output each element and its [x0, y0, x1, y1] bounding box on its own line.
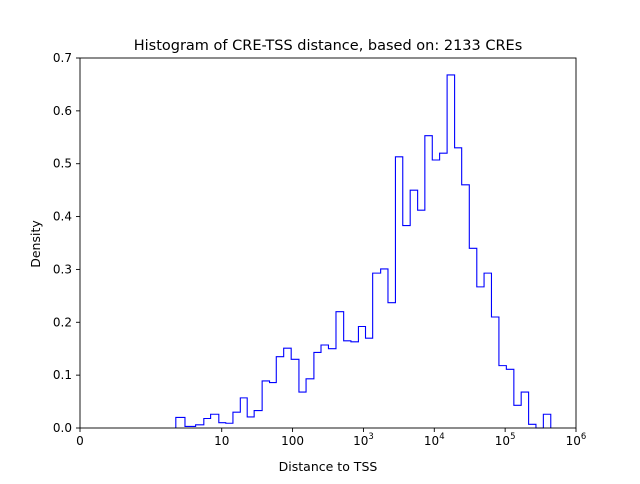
x-tick-label: 103 [353, 432, 374, 448]
histogram-step-line [175, 74, 552, 429]
x-tick-label: 104 [424, 432, 445, 448]
y-tick-label: 0.0 [53, 421, 72, 435]
x-tick-label: 105 [495, 432, 516, 448]
y-tick-label: 0.6 [53, 104, 72, 118]
y-tick-label: 0.2 [53, 315, 72, 329]
y-axis-ticks: 0.0 0.1 0.2 0.3 0.4 0.5 0.6 0.7 [53, 51, 80, 435]
x-tick-label: 0 [76, 434, 84, 448]
x-tick-label: 100 [281, 434, 304, 448]
plot-frame [79, 57, 577, 429]
chart-title: Histogram of CRE-TSS distance, based on:… [134, 38, 523, 54]
y-tick-label: 0.5 [53, 157, 72, 171]
y-axis-label: Density [28, 220, 43, 268]
x-tick-label: 106 [566, 432, 587, 448]
y-tick-label: 0.7 [53, 51, 72, 65]
y-tick-label: 0.3 [53, 262, 72, 276]
y-tick-label: 0.4 [53, 210, 72, 224]
x-axis-ticks: 0 10 100 103 104 105 106 [76, 428, 586, 448]
x-axis-label: Distance to TSS [279, 459, 378, 474]
y-tick-label: 0.1 [53, 368, 72, 382]
x-tick-label: 10 [214, 434, 229, 448]
